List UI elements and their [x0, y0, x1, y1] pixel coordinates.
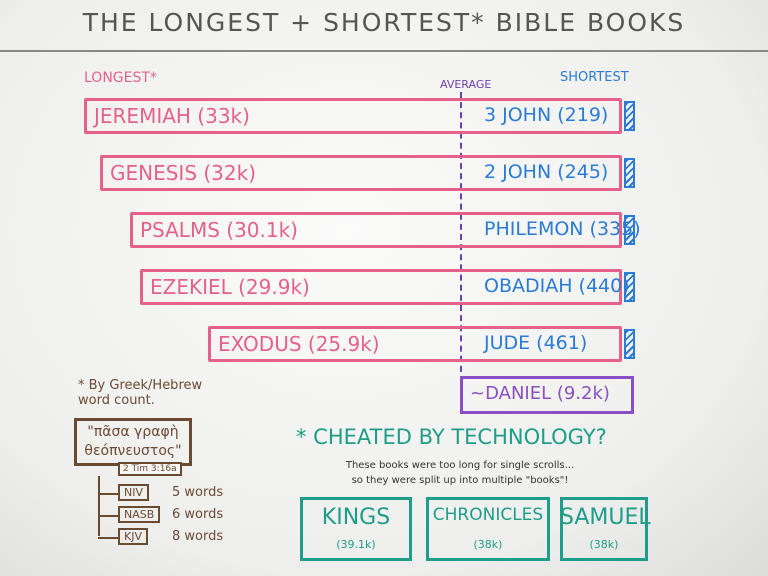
short-mark — [624, 215, 635, 245]
version-name: KJV — [118, 528, 148, 545]
book-count: (38k) — [473, 538, 503, 551]
technology-text: These books were too long for single scr… — [300, 458, 620, 488]
average-line — [460, 92, 462, 382]
quote-box: "πᾶσα γραφὴ θεόπνευστος" — [74, 418, 192, 466]
long-bar — [100, 155, 622, 191]
long-bar — [140, 269, 622, 305]
book-box — [560, 497, 648, 561]
longest-label: LONGEST* — [84, 70, 157, 86]
short-book: 3 JOHN (219) — [484, 104, 609, 126]
book-box — [300, 497, 412, 561]
version-name: NASB — [118, 506, 161, 523]
long-bar — [130, 212, 622, 248]
long-book: EZEKIEL (29.9k) — [150, 275, 310, 299]
tree-line — [98, 476, 100, 536]
long-bar — [208, 326, 622, 362]
average-box — [460, 376, 634, 414]
book-box — [426, 497, 550, 561]
book-count: (38k) — [589, 538, 619, 551]
technology-line: These books were too long for single scr… — [345, 460, 575, 471]
long-bar — [84, 98, 622, 134]
average-book: ~DANIEL (9.2k) — [470, 383, 610, 404]
long-book: EXODUS (25.9k) — [218, 332, 380, 356]
reference: 2 Tim 3:16a — [118, 462, 182, 476]
tree-branch — [98, 515, 118, 517]
short-mark — [624, 329, 635, 359]
book-name: SAMUEL — [560, 505, 651, 530]
short-book: JUDE (461) — [484, 332, 588, 354]
footnote: * By Greek/Hebrew word count. — [78, 378, 203, 408]
long-book: JEREMIAH (33k) — [94, 104, 250, 128]
title-rule — [0, 50, 768, 52]
tree-branch — [98, 493, 118, 495]
short-book: 2 JOHN (245) — [484, 161, 609, 183]
short-mark — [624, 101, 635, 131]
long-book: GENESIS (32k) — [110, 161, 257, 185]
version-name: NIV — [118, 484, 149, 501]
short-book: OBADIAH (440) — [484, 275, 630, 297]
book-name: CHRONICLES — [432, 505, 544, 525]
version-count: 5 words — [172, 485, 224, 500]
long-book: PSALMS (30.1k) — [140, 218, 298, 242]
version-count: 8 words — [172, 529, 224, 544]
book-count: (39.1k) — [336, 538, 376, 551]
tree-branch — [98, 537, 118, 539]
short-mark — [624, 272, 635, 302]
short-book: PHILEMON (335) — [484, 218, 641, 240]
version-count: 6 words — [172, 507, 224, 522]
technology-line: so they were split up into multiple "boo… — [351, 475, 569, 486]
average-label: AVERAGE — [440, 78, 492, 91]
shortest-label: SHORTEST — [560, 70, 629, 85]
technology-title: * CHEATED BY TECHNOLOGY? — [296, 425, 607, 449]
title: THE LONGEST + SHORTEST* BIBLE BOOKS — [82, 8, 686, 37]
short-mark — [624, 158, 635, 188]
book-name: KINGS — [321, 505, 391, 530]
